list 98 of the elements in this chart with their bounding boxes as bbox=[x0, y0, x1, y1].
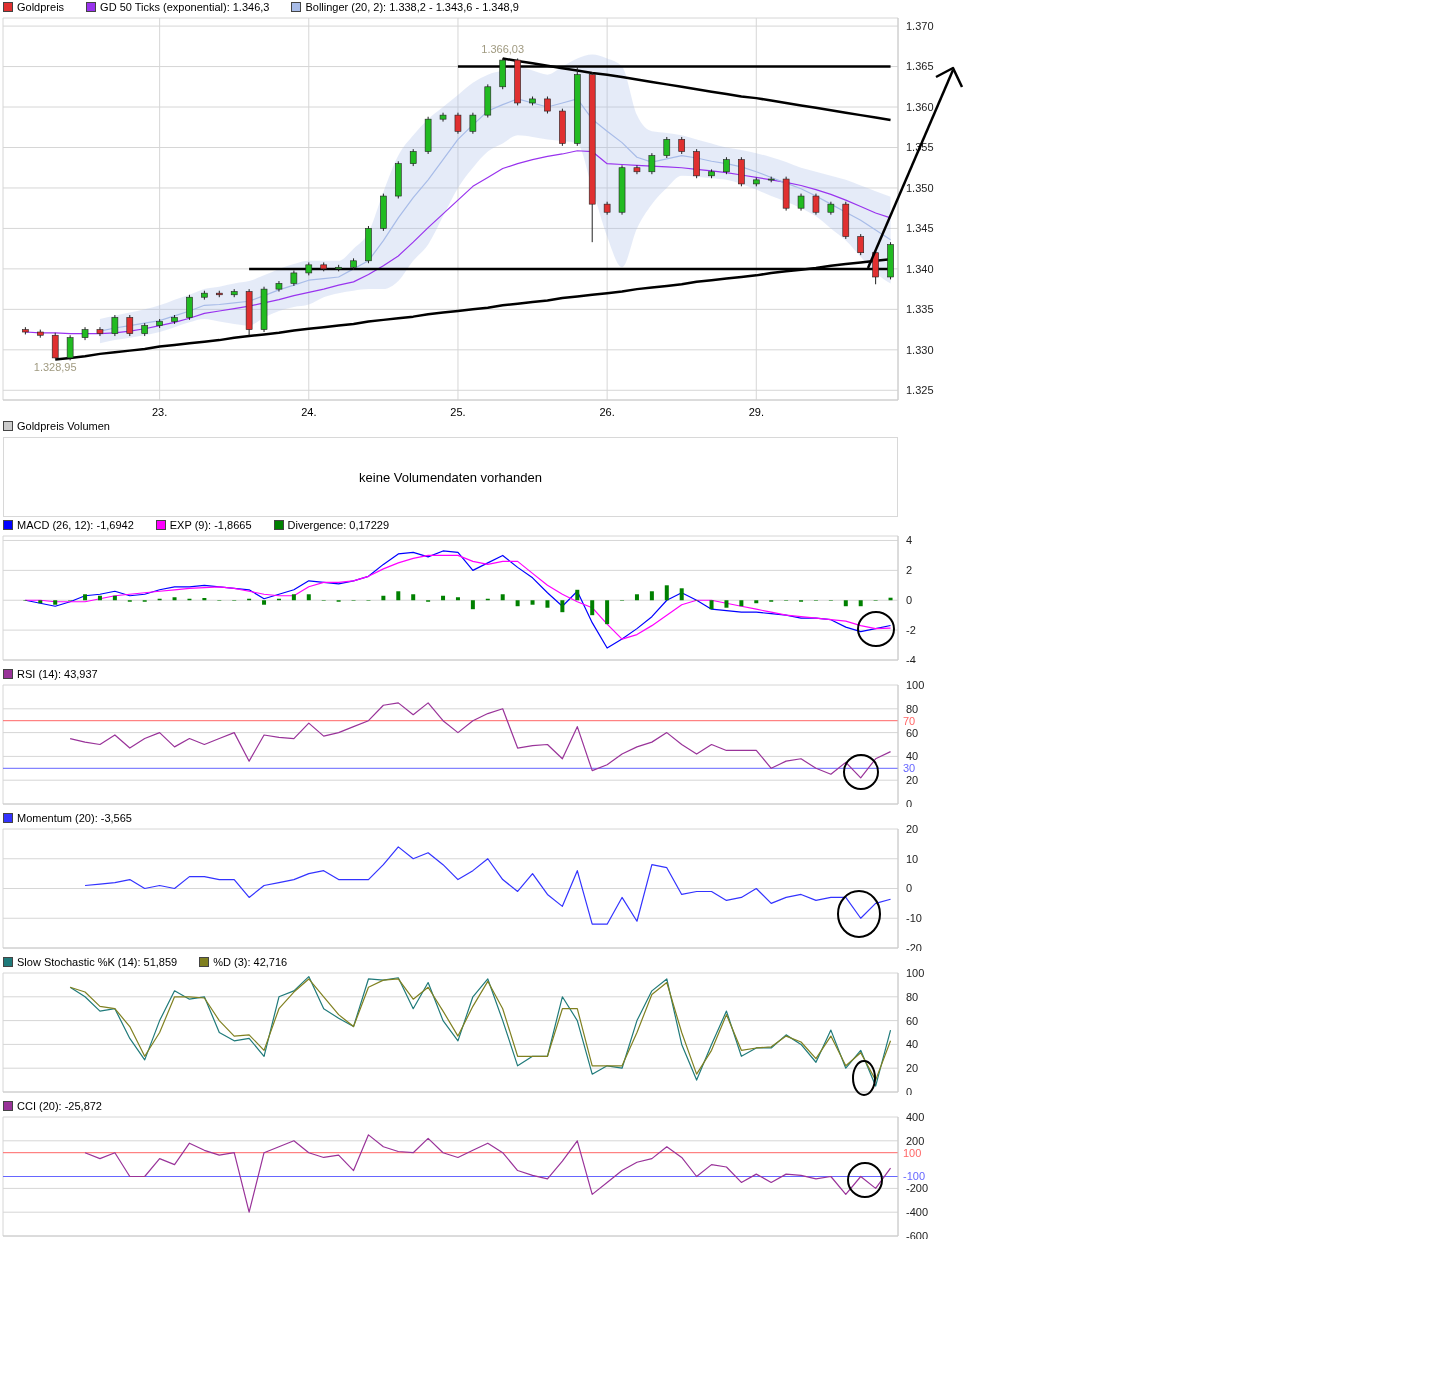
bar bbox=[858, 600, 863, 607]
legend-label: Slow Stochastic %K (14): 51,859 bbox=[17, 956, 178, 968]
x-tick-label: 23. bbox=[151, 405, 168, 418]
candlestick bbox=[469, 112, 477, 135]
bar bbox=[262, 600, 267, 605]
bar bbox=[53, 600, 58, 605]
y-tick-label: 1.365 bbox=[906, 60, 934, 73]
bar bbox=[709, 600, 714, 610]
bar bbox=[843, 600, 848, 607]
bar bbox=[306, 594, 311, 601]
y-tick-label: 1.340 bbox=[906, 262, 934, 275]
candlestick bbox=[454, 112, 462, 135]
candlestick bbox=[186, 294, 193, 321]
bar bbox=[83, 594, 88, 601]
y-tick-label: 1.345 bbox=[906, 222, 934, 235]
y-tick-label: -10 bbox=[906, 912, 922, 925]
y-tick-label: 100 bbox=[906, 966, 925, 979]
legend-label: Momentum (20): -3,565 bbox=[17, 812, 132, 824]
candlestick bbox=[66, 334, 74, 361]
x-tick-label: 29. bbox=[748, 405, 764, 418]
y-tick-label: 400 bbox=[906, 1110, 925, 1123]
bar bbox=[470, 600, 475, 610]
legend-label: Bollinger (20, 2): 1.338,2 - 1.343,6 - 1.348,9 bbox=[305, 1, 519, 13]
candlestick bbox=[663, 136, 671, 159]
candlestick bbox=[812, 193, 820, 216]
candlestick bbox=[51, 332, 59, 359]
y-tick-label: 10 bbox=[906, 852, 919, 865]
y-tick-label: 1.370 bbox=[906, 20, 934, 32]
bar bbox=[754, 600, 759, 604]
y-tick-label: 20 bbox=[906, 774, 919, 787]
bar bbox=[500, 594, 505, 601]
y-tick-label: 0 bbox=[906, 882, 913, 895]
y-tick-label: 40 bbox=[906, 1038, 919, 1051]
legend-label: GD 50 Ticks (exponential): 1.346,3 bbox=[100, 1, 270, 13]
bar bbox=[411, 594, 416, 601]
legend-label: %D (3): 42,716 bbox=[213, 956, 288, 968]
bar bbox=[664, 585, 669, 601]
bar bbox=[38, 600, 43, 604]
y-tick-label: -200 bbox=[906, 1182, 929, 1195]
bar bbox=[515, 600, 520, 607]
ref-line-label: -100 bbox=[903, 1170, 926, 1183]
bar bbox=[634, 594, 639, 601]
bar bbox=[724, 600, 729, 608]
y-tick-label: 20 bbox=[906, 1062, 919, 1075]
ref-line-label: 70 bbox=[903, 714, 916, 727]
bar bbox=[172, 597, 177, 601]
y-tick-label: 80 bbox=[906, 702, 919, 715]
y-tick-label: 4 bbox=[906, 534, 913, 547]
y-tick-label: 60 bbox=[906, 726, 919, 739]
annotation: 1.366,03 bbox=[481, 43, 525, 56]
bar bbox=[291, 594, 296, 601]
x-tick-label: 25. bbox=[450, 405, 466, 418]
bar bbox=[545, 600, 550, 608]
y-tick-label: 80 bbox=[906, 990, 919, 1003]
y-tick-label: 1.335 bbox=[906, 303, 934, 316]
y-tick-label: 100 bbox=[906, 678, 925, 691]
y-tick-label: 1.325 bbox=[906, 384, 934, 397]
bar bbox=[530, 600, 535, 605]
candlestick bbox=[126, 314, 134, 337]
y-tick-label: -2 bbox=[906, 624, 916, 637]
line-series bbox=[69, 702, 892, 779]
x-tick-label: 24. bbox=[301, 405, 317, 418]
y-tick-label: -400 bbox=[906, 1206, 929, 1219]
y-tick-label: 60 bbox=[906, 1014, 919, 1027]
candlestick bbox=[648, 152, 656, 175]
bar bbox=[679, 588, 684, 601]
bar bbox=[575, 589, 580, 601]
bar bbox=[560, 600, 565, 613]
bar bbox=[739, 600, 744, 607]
x-tick-label: 26. bbox=[599, 405, 615, 418]
legend-label: CCI (20): -25,872 bbox=[17, 1100, 102, 1112]
y-tick-label: 0 bbox=[906, 594, 913, 607]
bar bbox=[455, 597, 460, 601]
y-tick-label: 2 bbox=[906, 564, 913, 577]
ref-line-label: 30 bbox=[903, 762, 916, 775]
bar bbox=[396, 591, 401, 601]
candlestick bbox=[857, 233, 865, 256]
legend-label: EXP (9): -1,8665 bbox=[169, 519, 252, 531]
line-series bbox=[84, 1134, 892, 1213]
bar bbox=[649, 591, 654, 601]
y-tick-label: 1.330 bbox=[906, 343, 934, 356]
y-tick-label: 1.350 bbox=[906, 181, 934, 194]
legend-label: Goldpreis bbox=[17, 1, 65, 13]
y-tick-label: 20 bbox=[906, 822, 919, 835]
bar bbox=[605, 600, 610, 625]
line-series bbox=[84, 846, 892, 925]
legend-label: MACD (26, 12): -1,6942 bbox=[17, 519, 134, 531]
bar bbox=[590, 600, 595, 616]
y-tick-label: 40 bbox=[906, 750, 919, 763]
y-tick-label: 200 bbox=[906, 1134, 925, 1147]
candlestick bbox=[111, 314, 119, 337]
text: keine Volumendaten vorhanden bbox=[359, 469, 542, 485]
y-tick-label: -4 bbox=[906, 653, 916, 666]
legend-label: RSI (14): 43,937 bbox=[17, 668, 98, 680]
legend-label: Divergence: 0,17229 bbox=[287, 519, 390, 531]
text: Goldpreis Volumen bbox=[17, 420, 110, 432]
annotation: 1.328,95 bbox=[33, 361, 77, 374]
y-tick-label: 1.360 bbox=[906, 100, 934, 113]
